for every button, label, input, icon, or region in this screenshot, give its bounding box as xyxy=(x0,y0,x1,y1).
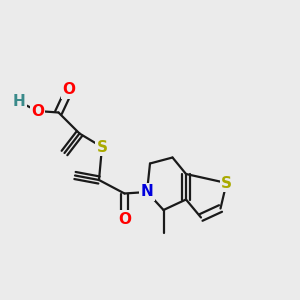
Text: O: O xyxy=(31,103,44,118)
Text: O: O xyxy=(118,212,131,226)
Text: H: H xyxy=(13,94,26,110)
Text: O: O xyxy=(62,82,76,98)
Text: S: S xyxy=(221,176,232,190)
Text: N: N xyxy=(141,184,153,200)
Text: S: S xyxy=(97,140,107,154)
